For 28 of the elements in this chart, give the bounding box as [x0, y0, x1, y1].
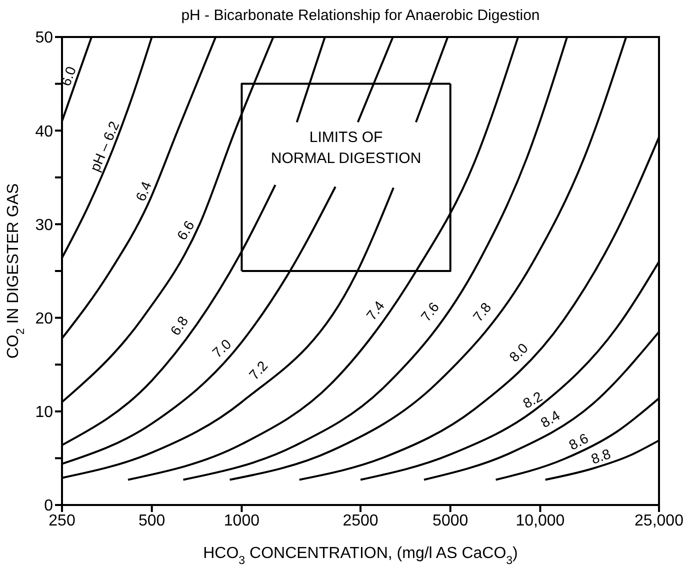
text: pH – 6.2: [86, 118, 122, 174]
y-tick-label: 10: [35, 404, 54, 422]
text: 8.0: [506, 340, 532, 365]
text: 7.2: [246, 357, 271, 383]
x-tick-label: 1000: [224, 512, 260, 530]
x-tick-label: 5000: [432, 512, 468, 530]
annotation: LIMITS OF NORMAL DIGESTION: [270, 128, 422, 166]
x-tick-label: 250: [48, 512, 76, 530]
x-axis-title: HCO$_{3}$ CONCENTRATION, (mg/l AS CaCO$_{3}$): [203, 545, 518, 566]
chart-title: pH - Bicarbonate Relationship for Anaerobic Digestion: [181, 7, 540, 24]
y-tick-label: 40: [35, 123, 54, 140]
x-tick-label: 2500: [342, 512, 378, 530]
x-tick-label: 25,000: [634, 512, 684, 530]
x-tick-label: 500: [138, 512, 166, 530]
x-tick-label: 10,000: [516, 512, 565, 530]
text: 7.0: [208, 336, 234, 361]
text: 7.4: [362, 298, 388, 323]
y-tick-label: 50: [35, 30, 54, 47]
text: 7.8: [470, 299, 494, 324]
y-tick-label: 30: [35, 216, 54, 234]
text: 6.8: [166, 312, 192, 338]
y-tick-label: 0: [44, 498, 54, 515]
text: 6.6: [174, 218, 198, 243]
text: 7.6: [418, 298, 442, 324]
text: 8.8: [588, 445, 613, 467]
text: 6.4: [132, 178, 155, 204]
y-tick-label: 20: [35, 310, 54, 328]
text: 8.6: [566, 430, 592, 453]
